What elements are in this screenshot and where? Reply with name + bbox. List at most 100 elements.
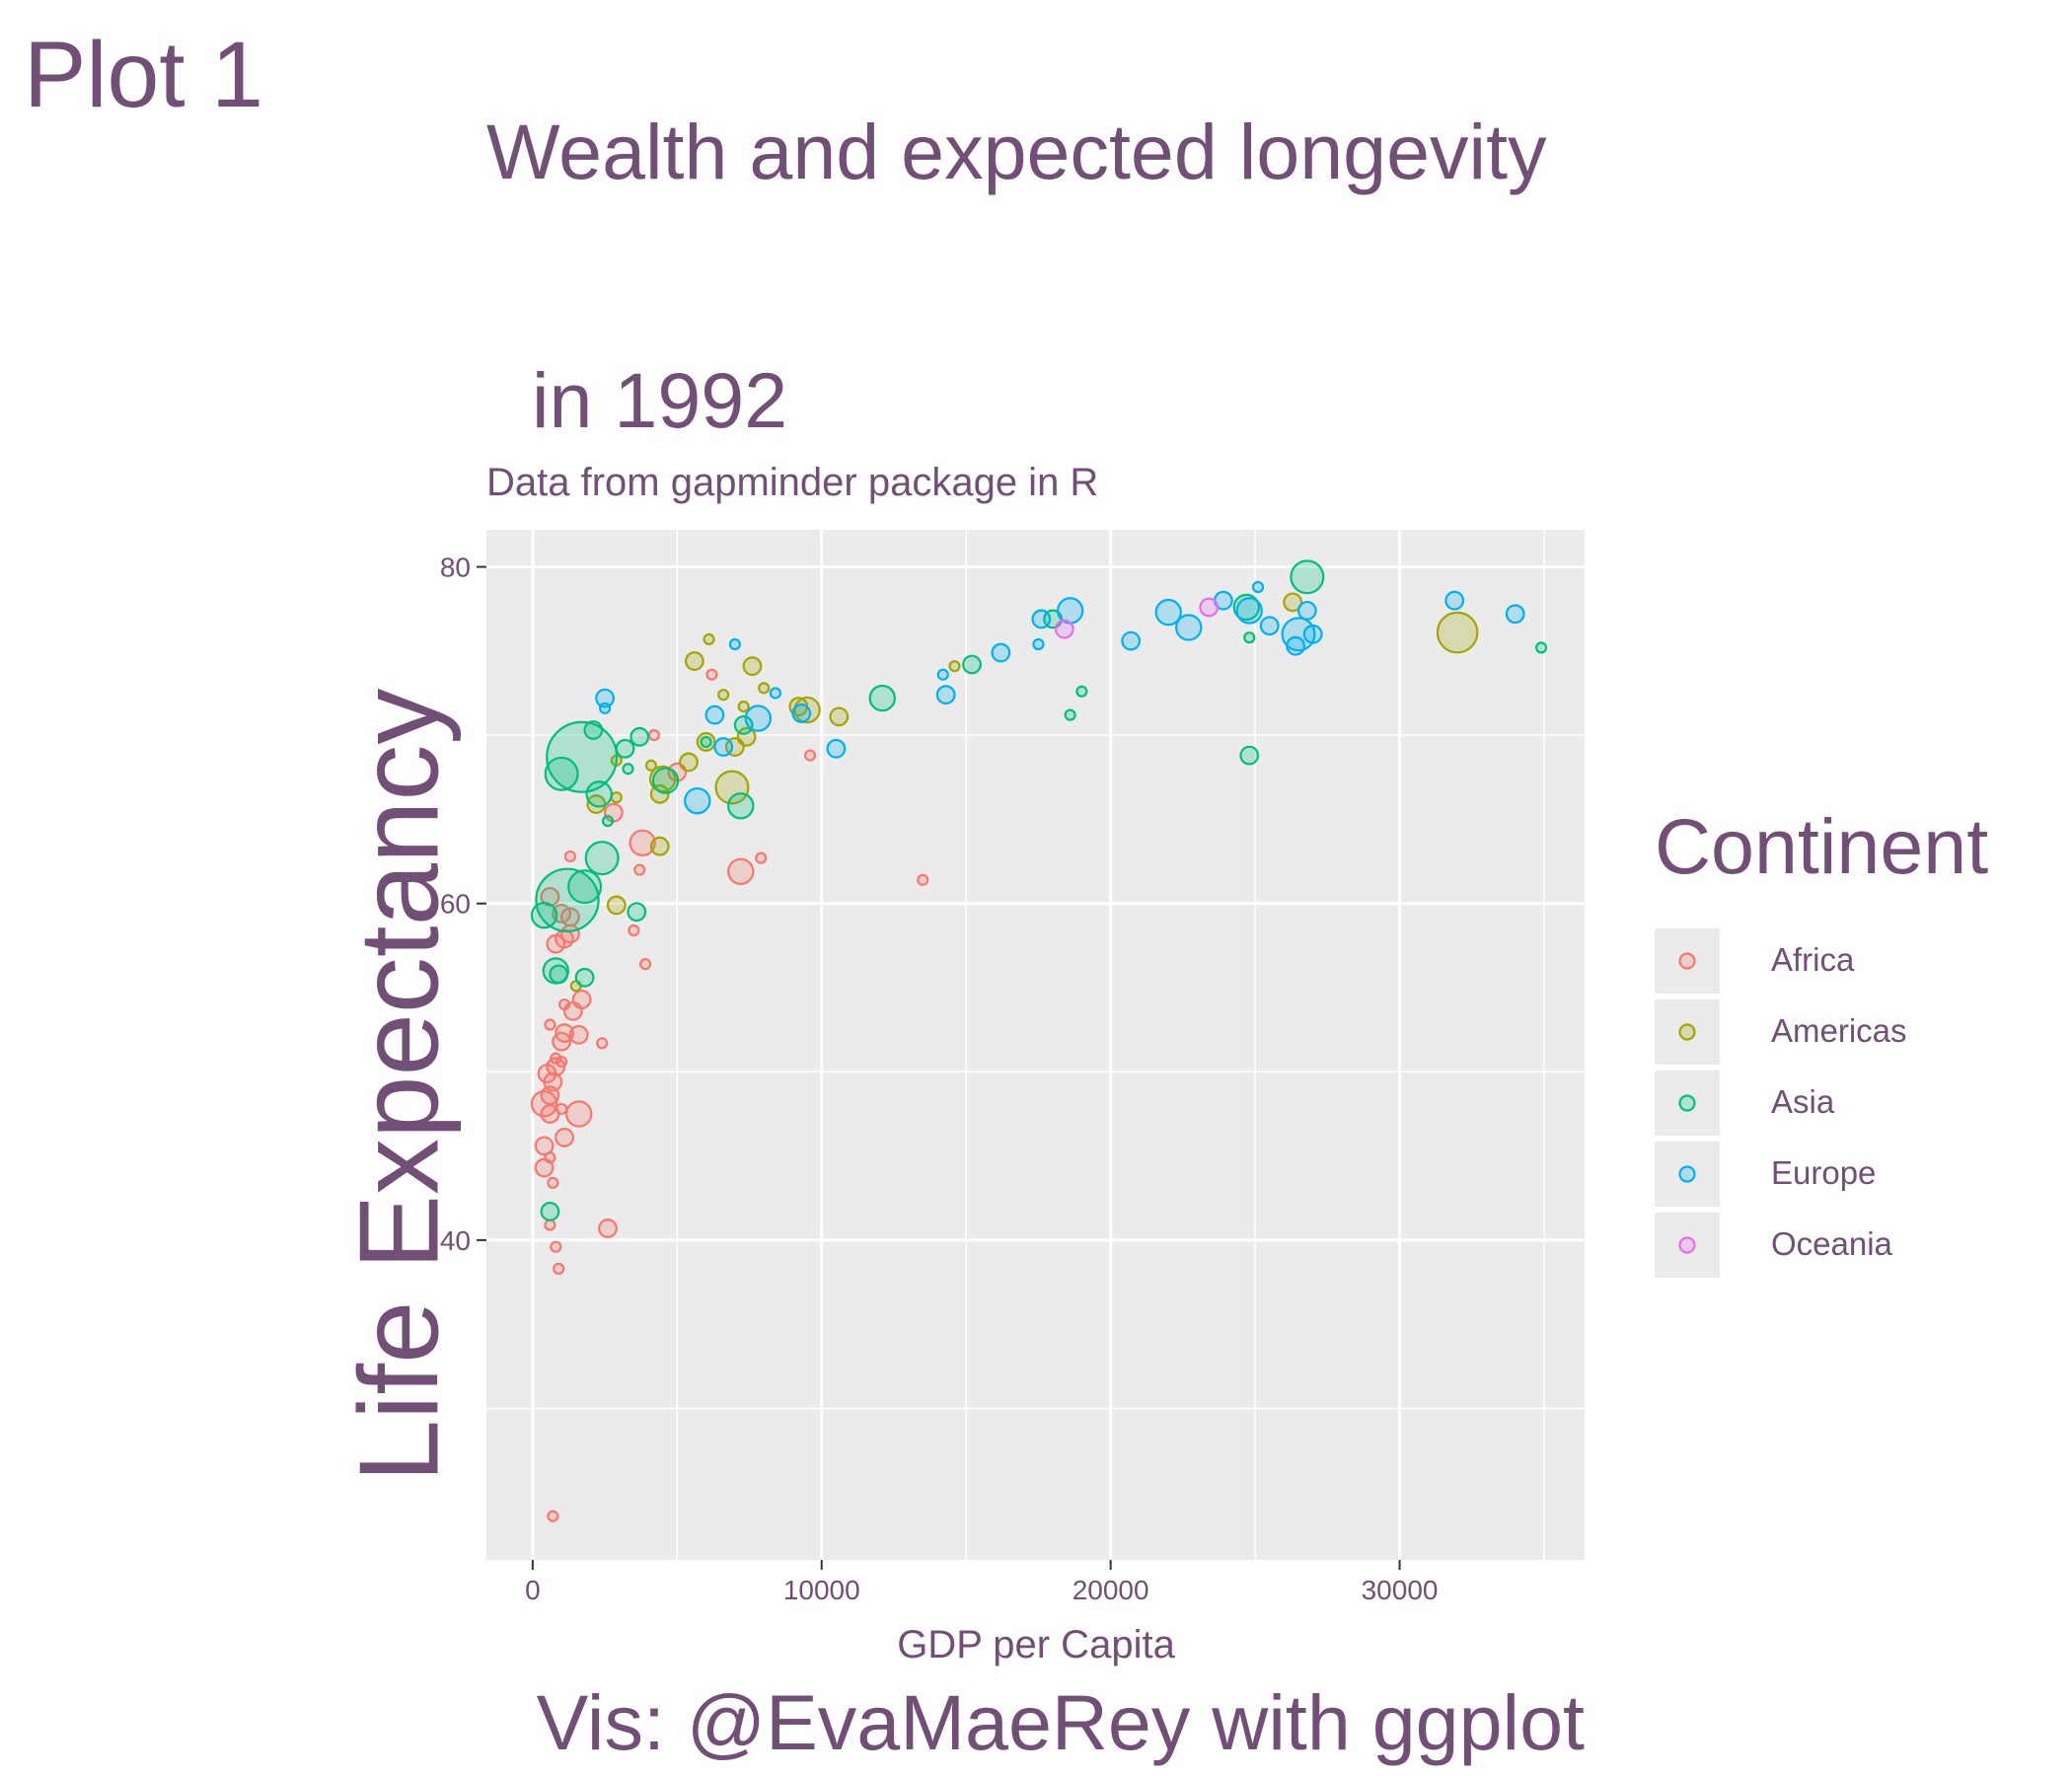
data-point — [555, 1023, 574, 1043]
legend-key — [1655, 999, 1720, 1065]
legend-symbol — [1678, 1023, 1696, 1041]
data-point — [1534, 641, 1548, 654]
data-point — [627, 902, 647, 923]
data-point — [560, 907, 580, 927]
data-point — [1243, 631, 1256, 644]
data-point — [565, 1100, 593, 1128]
major-gridlines — [486, 530, 1585, 1560]
data-point — [684, 651, 704, 671]
data-point — [550, 1240, 562, 1253]
data-point — [742, 656, 763, 677]
data-point — [544, 1219, 556, 1231]
series-asia — [530, 559, 1548, 1221]
plot-panel — [486, 530, 1585, 1560]
data-point — [755, 851, 768, 864]
data-point — [705, 668, 718, 681]
data-point — [1283, 592, 1303, 613]
legend-title: Continent — [1655, 802, 1989, 890]
data-point — [544, 1018, 556, 1031]
data-point — [744, 704, 773, 732]
x-tick-label: 0 — [525, 1575, 541, 1605]
data-point — [535, 867, 600, 932]
data-point — [679, 752, 699, 773]
data-point — [948, 660, 961, 673]
data-point — [598, 1219, 618, 1238]
data-point — [1296, 600, 1317, 621]
legend-symbol — [1678, 952, 1696, 970]
data-point — [700, 735, 712, 749]
data-point — [1064, 708, 1076, 721]
data-point — [629, 726, 650, 747]
series-oceania — [1054, 597, 1220, 639]
data-point — [530, 1090, 558, 1118]
data-point — [728, 637, 741, 651]
chart-title-line-1: Wealth and expected longevity — [486, 108, 1547, 195]
data-point — [567, 869, 603, 905]
data-point — [622, 763, 634, 776]
legend-key — [1655, 1142, 1720, 1207]
data-point — [595, 688, 615, 708]
data-point — [714, 770, 750, 805]
data-point — [601, 815, 615, 828]
legend-symbol — [1678, 1165, 1696, 1183]
data-point — [1436, 611, 1479, 654]
data-point — [1032, 637, 1045, 651]
legend-label: Asia — [1771, 1083, 1835, 1120]
data-point — [547, 1176, 559, 1189]
minor-gridlines — [486, 530, 1585, 1560]
y-tick-label: 40 — [440, 1225, 471, 1256]
data-point — [540, 1201, 560, 1221]
data-point — [583, 720, 604, 740]
chart-title-line-2: in 1992 — [510, 356, 788, 444]
legend-label: Oceania — [1771, 1225, 1892, 1262]
data-point — [568, 1024, 589, 1045]
data-point — [544, 756, 579, 791]
x-axis-label: GDP per Capita — [897, 1623, 1175, 1666]
data-point — [935, 685, 956, 705]
data-point — [1199, 597, 1220, 618]
y-tick-label: 80 — [440, 553, 471, 583]
data-point — [1251, 580, 1265, 594]
data-point — [727, 857, 755, 885]
data-point — [615, 738, 635, 759]
data-point — [1175, 614, 1203, 641]
legend-label: Europe — [1771, 1154, 1877, 1191]
series-europe — [595, 580, 1525, 815]
data-point — [991, 642, 1011, 663]
data-point — [733, 714, 754, 735]
data-point — [829, 706, 850, 727]
legend-symbol — [1678, 1236, 1696, 1254]
chart-subtitle: Data from gapminder package in R — [486, 461, 1099, 504]
data-point — [596, 1037, 609, 1050]
data-point — [644, 759, 658, 772]
x-tick-label: 20000 — [1073, 1575, 1149, 1605]
data-point — [1259, 616, 1280, 636]
x-tick-label: 30000 — [1362, 1575, 1439, 1605]
data-point — [727, 792, 755, 820]
data-point — [555, 1127, 574, 1147]
data-point — [571, 990, 592, 1009]
x-axis: 0 10000 20000 30000 — [525, 1560, 1438, 1605]
data-point — [1056, 597, 1084, 625]
plot-tag: Plot 1 — [24, 23, 263, 127]
x-tick-label: 10000 — [783, 1575, 860, 1605]
y-axis: 40 60 80 — [440, 553, 486, 1256]
data-point — [563, 850, 577, 863]
data-point — [769, 687, 781, 700]
legend-item-asia: Asia — [1655, 1071, 2069, 1136]
data-point — [717, 689, 730, 702]
data-point — [758, 682, 771, 695]
data-point — [549, 964, 569, 985]
data-point — [962, 654, 982, 675]
y-tick-label: 60 — [440, 889, 471, 920]
data-point — [1121, 630, 1142, 651]
data-point — [1290, 559, 1325, 595]
legend-symbol — [1678, 1094, 1696, 1112]
legend-item-oceania: Oceania — [1655, 1213, 2069, 1278]
legend-item-africa: Africa — [1655, 928, 2069, 994]
data-point — [1239, 745, 1260, 766]
legend-label: Africa — [1771, 941, 1855, 978]
data-points — [530, 559, 1548, 1522]
data-point — [550, 1052, 562, 1065]
